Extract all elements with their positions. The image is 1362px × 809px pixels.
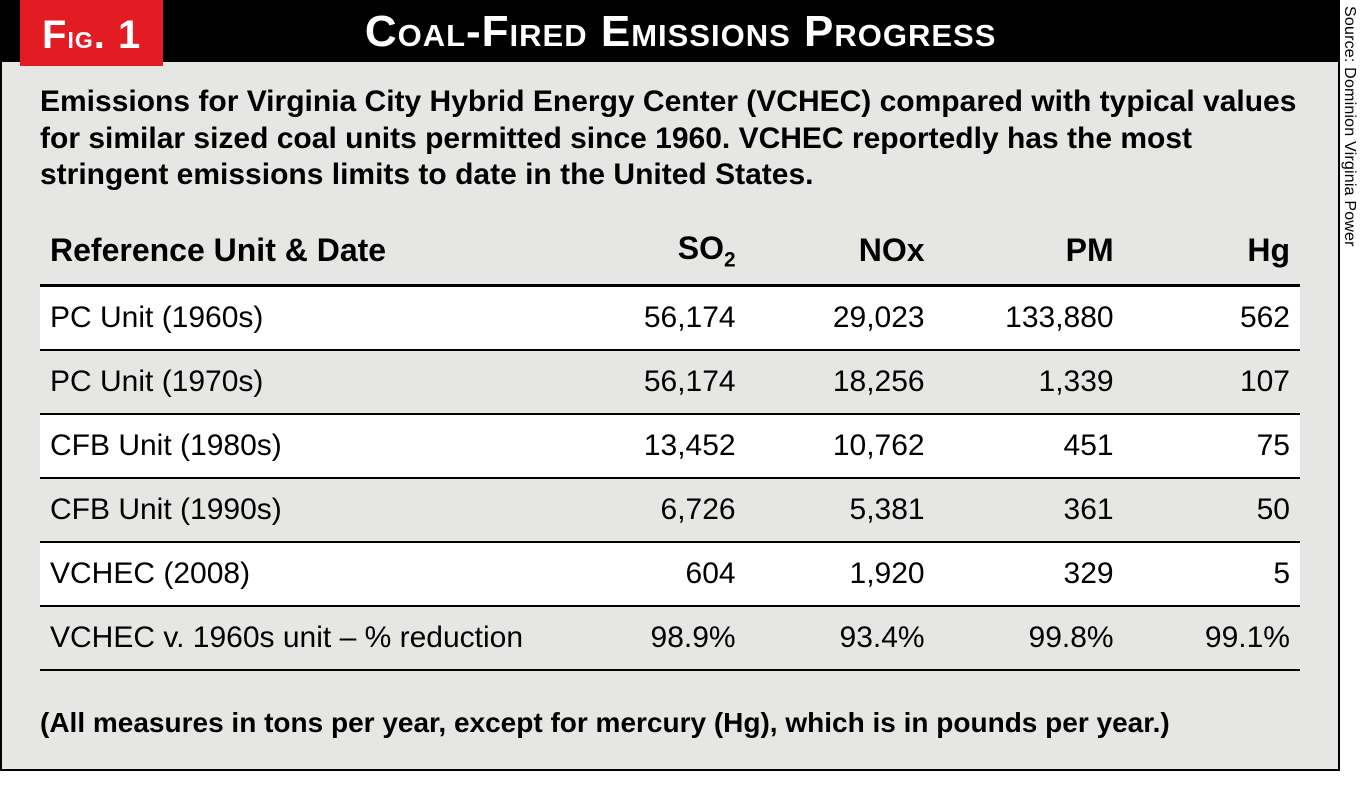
cell-ref: PC Unit (1970s) bbox=[40, 350, 544, 414]
cell-hg: 75 bbox=[1124, 414, 1300, 478]
cell-ref: CFB Unit (1990s) bbox=[40, 478, 544, 542]
table-row: CFB Unit (1990s)6,7265,38136150 bbox=[40, 478, 1300, 542]
cell-pm: 451 bbox=[935, 414, 1124, 478]
cell-so2: 13,452 bbox=[544, 414, 746, 478]
cell-so2: 6,726 bbox=[544, 478, 746, 542]
badge-text: Fig. 1 bbox=[42, 13, 141, 58]
figure-panel: Fig. 1 Coal-Fired Emissions Progress Emi… bbox=[0, 0, 1340, 771]
cell-pm: 99.8% bbox=[935, 606, 1124, 670]
table-row: CFB Unit (1980s)13,45210,76245175 bbox=[40, 414, 1300, 478]
emissions-table: Reference Unit & Date SO2 NOx PM Hg PC U… bbox=[40, 222, 1300, 671]
cell-ref: VCHEC (2008) bbox=[40, 542, 544, 606]
cell-nox: 5,381 bbox=[746, 478, 935, 542]
cell-pm: 361 bbox=[935, 478, 1124, 542]
cell-hg: 50 bbox=[1124, 478, 1300, 542]
cell-pm: 1,339 bbox=[935, 350, 1124, 414]
cell-hg: 99.1% bbox=[1124, 606, 1300, 670]
figure-content: Emissions for Virginia City Hybrid Energ… bbox=[2, 62, 1338, 769]
cell-nox: 29,023 bbox=[746, 286, 935, 351]
cell-nox: 93.4% bbox=[746, 606, 935, 670]
cell-pm: 329 bbox=[935, 542, 1124, 606]
table-header-row: Reference Unit & Date SO2 NOx PM Hg bbox=[40, 222, 1300, 286]
table-row: PC Unit (1960s)56,17429,023133,880562 bbox=[40, 286, 1300, 351]
cell-so2: 56,174 bbox=[544, 286, 746, 351]
figure-title: Coal-Fired Emissions Progress bbox=[163, 2, 1338, 62]
cell-so2: 56,174 bbox=[544, 350, 746, 414]
figure-badge: Fig. 1 bbox=[20, 0, 163, 66]
col-nox: NOx bbox=[746, 222, 935, 286]
cell-ref: PC Unit (1960s) bbox=[40, 286, 544, 351]
col-ref: Reference Unit & Date bbox=[40, 222, 544, 286]
cell-hg: 5 bbox=[1124, 542, 1300, 606]
figure-footnote: (All measures in tons per year, except f… bbox=[40, 707, 1300, 739]
col-so2: SO2 bbox=[544, 222, 746, 286]
cell-ref: VCHEC v. 1960s unit – % reduction bbox=[40, 606, 544, 670]
col-hg: Hg bbox=[1124, 222, 1300, 286]
cell-pm: 133,880 bbox=[935, 286, 1124, 351]
table-row: VCHEC v. 1960s unit – % reduction98.9%93… bbox=[40, 606, 1300, 670]
table-row: PC Unit (1970s)56,17418,2561,339107 bbox=[40, 350, 1300, 414]
title-bar: Fig. 1 Coal-Fired Emissions Progress bbox=[2, 2, 1338, 62]
cell-so2: 98.9% bbox=[544, 606, 746, 670]
cell-nox: 18,256 bbox=[746, 350, 935, 414]
cell-hg: 562 bbox=[1124, 286, 1300, 351]
cell-hg: 107 bbox=[1124, 350, 1300, 414]
cell-nox: 10,762 bbox=[746, 414, 935, 478]
cell-nox: 1,920 bbox=[746, 542, 935, 606]
figure-caption: Emissions for Virginia City Hybrid Energ… bbox=[40, 84, 1300, 194]
cell-so2: 604 bbox=[544, 542, 746, 606]
source-credit: Source: Dominion Virginia Power bbox=[1340, 6, 1358, 247]
cell-ref: CFB Unit (1980s) bbox=[40, 414, 544, 478]
col-pm: PM bbox=[935, 222, 1124, 286]
table-row: VCHEC (2008)6041,9203295 bbox=[40, 542, 1300, 606]
